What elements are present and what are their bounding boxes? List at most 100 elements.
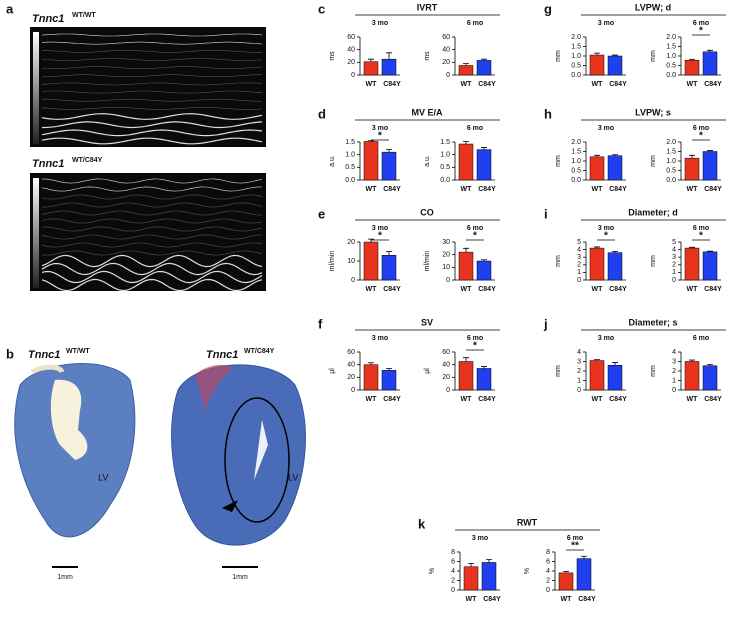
y-tick-label: 30 bbox=[442, 239, 450, 246]
y-tick-label: 1.0 bbox=[571, 53, 581, 60]
y-axis-label: mm bbox=[555, 255, 562, 267]
region-label: LV bbox=[288, 472, 298, 482]
histology-gene: Tnnc1 bbox=[28, 349, 60, 361]
period-label: 6 mo bbox=[467, 20, 483, 27]
y-tick-label: 0 bbox=[351, 277, 355, 284]
y-tick-label: 40 bbox=[347, 47, 355, 54]
y-axis-label: ms bbox=[329, 51, 336, 61]
x-tick-label: WT bbox=[461, 396, 473, 403]
bar bbox=[589, 54, 605, 76]
echo-trace bbox=[41, 186, 263, 192]
error-bar bbox=[463, 141, 469, 145]
significance-label: * bbox=[699, 26, 703, 37]
bar bbox=[463, 566, 479, 591]
y-tick-label: 1.5 bbox=[666, 148, 676, 155]
y-tick-label: 1 bbox=[577, 269, 581, 276]
y-tick-label: 4 bbox=[672, 349, 676, 356]
y-axis-label: mm bbox=[555, 50, 562, 62]
x-tick-label: WT bbox=[461, 81, 473, 88]
y-tick-label: 0 bbox=[546, 587, 550, 594]
echo-trace bbox=[41, 210, 263, 216]
y-tick-label: 20 bbox=[442, 252, 450, 259]
error-bar bbox=[481, 259, 487, 261]
x-tick-label: WT bbox=[561, 596, 573, 603]
region-label: LV bbox=[98, 472, 108, 482]
y-tick-label: 4 bbox=[451, 568, 455, 575]
bar bbox=[607, 55, 623, 76]
echo-trace bbox=[41, 107, 263, 110]
error-bar bbox=[386, 149, 392, 153]
panel-label: c bbox=[318, 1, 325, 16]
panel-label: f bbox=[318, 316, 323, 331]
x-tick-label: WT bbox=[366, 186, 378, 193]
y-axis-label: mm bbox=[650, 155, 657, 167]
y-tick-label: 20 bbox=[347, 374, 355, 381]
y-axis-label: % bbox=[524, 568, 531, 574]
chart-title: MV E/A bbox=[411, 107, 443, 117]
y-axis-label: ms bbox=[424, 51, 431, 61]
error-bar bbox=[594, 52, 600, 56]
y-tick-label: 2 bbox=[672, 368, 676, 375]
bar bbox=[589, 247, 605, 281]
chart-title: SV bbox=[421, 317, 433, 327]
y-tick-label: 2 bbox=[577, 368, 581, 375]
y-tick-label: 3 bbox=[577, 254, 581, 261]
bar bbox=[381, 58, 397, 76]
bar bbox=[363, 141, 379, 181]
echo-genotype: WT/WT bbox=[72, 12, 96, 19]
echo-trace bbox=[41, 129, 263, 137]
echo-gradient bbox=[33, 32, 39, 144]
y-tick-label: 1.5 bbox=[345, 139, 355, 146]
ventricle-cavity bbox=[50, 379, 88, 460]
bar bbox=[476, 260, 492, 281]
y-tick-label: 2 bbox=[672, 262, 676, 269]
y-tick-label: 0.0 bbox=[345, 177, 355, 184]
x-tick-label: C84Y bbox=[383, 396, 401, 403]
bar bbox=[684, 247, 700, 281]
bar bbox=[684, 361, 700, 391]
y-tick-label: 4 bbox=[672, 246, 676, 253]
x-tick-label: WT bbox=[466, 596, 478, 603]
bar bbox=[458, 143, 474, 181]
tissue-feature bbox=[30, 364, 65, 375]
period-label: 3 mo bbox=[598, 335, 614, 342]
bar bbox=[476, 60, 492, 76]
error-bar bbox=[594, 154, 600, 157]
error-bar bbox=[368, 140, 374, 142]
y-tick-label: 0 bbox=[446, 387, 450, 394]
bar bbox=[607, 155, 623, 181]
bar bbox=[476, 149, 492, 181]
y-tick-label: 0 bbox=[446, 72, 450, 79]
echo-trace bbox=[41, 218, 263, 224]
error-bar bbox=[368, 362, 374, 365]
echo-trace bbox=[41, 113, 263, 120]
chart-title: LVPW; s bbox=[635, 107, 671, 117]
echo-trace bbox=[41, 82, 263, 86]
x-tick-label: C84Y bbox=[609, 81, 627, 88]
y-tick-label: 1.5 bbox=[571, 43, 581, 50]
x-tick-label: C84Y bbox=[704, 286, 722, 293]
y-tick-label: 0.5 bbox=[571, 62, 581, 69]
echo-trace bbox=[41, 226, 263, 232]
error-bar bbox=[481, 366, 487, 369]
bar bbox=[363, 241, 379, 281]
y-tick-label: 4 bbox=[546, 568, 550, 575]
period-label: 3 mo bbox=[372, 335, 388, 342]
y-tick-label: 3 bbox=[577, 358, 581, 365]
y-tick-label: 2.0 bbox=[666, 34, 676, 41]
lv-outline bbox=[224, 397, 290, 523]
echo-trace bbox=[41, 90, 263, 94]
significance-label: * bbox=[604, 231, 608, 242]
x-tick-label: WT bbox=[461, 286, 473, 293]
error-bar bbox=[481, 58, 487, 61]
x-tick-label: WT bbox=[687, 186, 699, 193]
x-tick-label: WT bbox=[366, 81, 378, 88]
bar bbox=[589, 360, 605, 391]
error-bar bbox=[707, 363, 713, 366]
echo-trace bbox=[41, 194, 263, 200]
bar bbox=[576, 558, 592, 591]
echo-traces bbox=[41, 33, 263, 292]
bar bbox=[684, 59, 700, 76]
y-tick-label: 4 bbox=[577, 246, 581, 253]
error-bar bbox=[707, 49, 713, 52]
